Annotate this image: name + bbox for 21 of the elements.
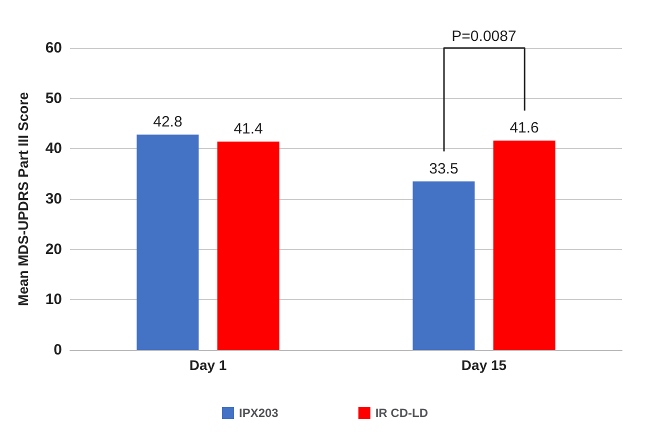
y-tick-label: 60 bbox=[45, 40, 62, 56]
x-tick-label: Day 15 bbox=[461, 357, 507, 373]
legend-label: IR CD-LD bbox=[375, 406, 428, 420]
y-tick-label: 10 bbox=[45, 291, 62, 308]
bar bbox=[136, 134, 199, 350]
y-tick-label: 30 bbox=[45, 190, 62, 208]
data-label: 42.8 bbox=[153, 114, 182, 131]
y-tick-label: 20 bbox=[45, 240, 62, 258]
data-label: 41.4 bbox=[234, 120, 263, 138]
y-tick-label: 40 bbox=[45, 140, 62, 158]
y-tick-label: 50 bbox=[45, 90, 62, 107]
bar bbox=[493, 140, 556, 350]
data-label: 33.5 bbox=[429, 160, 458, 178]
y-axis-title: Mean MDS-UPDRS Part III Score bbox=[15, 92, 31, 306]
data-label: 41.6 bbox=[510, 120, 539, 137]
y-tick-label: 0 bbox=[54, 342, 62, 358]
bar bbox=[412, 181, 475, 350]
legend-label: IPX203 bbox=[238, 406, 279, 420]
text: P=0.0087 bbox=[452, 28, 516, 45]
x-tick-label: Day 1 bbox=[189, 357, 227, 373]
bar bbox=[217, 142, 280, 350]
